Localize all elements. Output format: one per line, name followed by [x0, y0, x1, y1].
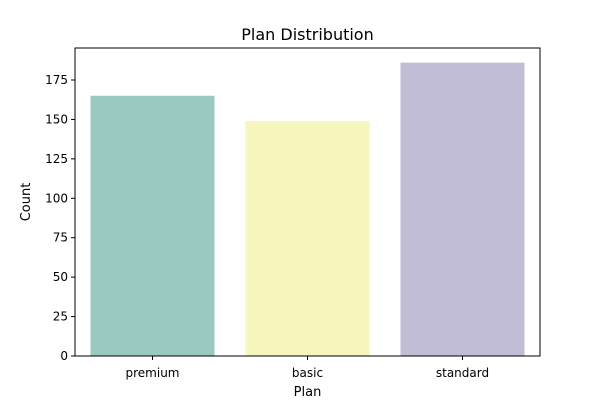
y-tick-label-150: 150	[45, 112, 68, 126]
x-axis-label: Plan	[294, 385, 322, 400]
y-tick-label-100: 100	[45, 191, 68, 205]
bar-standard	[400, 62, 525, 357]
bar-premium	[90, 95, 215, 356]
y-axis-label: Count	[19, 183, 34, 222]
x-tick-label-standard: standard	[436, 366, 489, 380]
chart-title: Plan Distribution	[241, 25, 373, 44]
x-axis-ticks: premium basic standard	[126, 356, 489, 380]
x-tick-label-basic: basic	[292, 366, 323, 380]
y-axis-ticks: 0 25 50 75 100 125 150 175	[45, 73, 75, 363]
y-tick-label-50: 50	[53, 270, 68, 284]
y-tick-label-0: 0	[60, 349, 68, 363]
bars-group	[90, 62, 525, 357]
y-tick-label-125: 125	[45, 152, 68, 166]
x-tick-label-premium: premium	[126, 366, 180, 380]
y-tick-label-25: 25	[53, 310, 68, 324]
y-tick-label-75: 75	[53, 231, 68, 245]
bar-basic	[245, 121, 370, 357]
y-tick-label-175: 175	[45, 73, 68, 87]
